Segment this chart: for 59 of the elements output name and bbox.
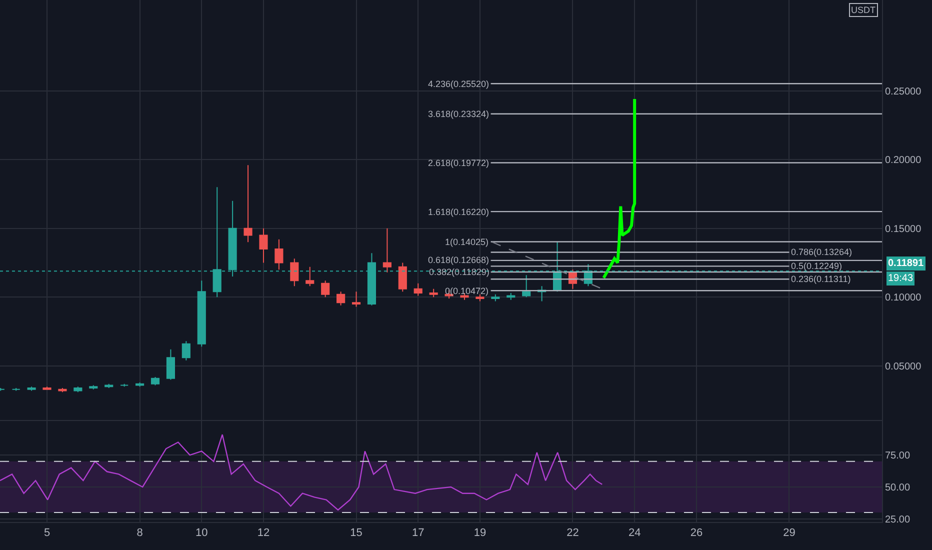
candlestick [398,262,407,292]
candlestick [274,238,284,270]
x-tick-label: 8 [136,527,143,540]
annotation: USDT [851,5,876,15]
x-tick-label: 24 [628,527,641,540]
series-label: 0(0.10472) [445,286,489,296]
line-series [0,434,603,511]
candlestick [290,258,299,287]
candlestick [182,340,190,361]
candlestick [197,280,206,348]
x-tick-label: 22 [566,527,579,540]
candlestick [522,274,531,298]
text: 19:43 [888,273,914,284]
series-label: 0.5(0.12249) [791,261,842,271]
y-tick-label: 0.10000 [885,292,922,304]
series-label: 3.618(0.23324) [428,109,490,119]
candlestick [414,282,422,296]
candlestick [491,294,500,302]
candlestick [352,291,361,308]
series-label: 0.382(0.11829) [429,267,490,277]
y-tick-label: 0.15000 [885,224,922,235]
y-tick-label: 0.05000 [885,361,922,372]
x-tick-label: 26 [690,527,703,540]
candlestick [306,266,314,287]
x-tick-label: 15 [350,527,362,540]
candlestick [244,164,252,243]
series-label: 4.236(0.25520) [428,79,490,89]
x-tick-label: 19 [474,527,486,540]
x-tick-label: 5 [44,527,50,540]
series-label: 0.236(0.11311) [791,274,851,284]
line-series [602,98,636,280]
x-tick-label: 17 [412,527,424,540]
y-tick-label: 0.20000 [885,155,922,166]
candlestick [259,228,268,264]
candlestick [104,383,114,388]
candlestick [150,376,160,386]
y-tick-label: 75.00 [885,450,910,462]
y-tick-label: 0.25000 [885,86,922,98]
candlestick [382,228,392,273]
y-tick-label: 25.00 [885,514,910,526]
candlestick [120,383,129,388]
candlestick [27,386,36,392]
x-tick-label: 29 [783,527,796,540]
candlestick [89,384,98,390]
series-label: 2.618(0.19772) [428,158,490,168]
y-tick-label: 50.00 [885,482,910,494]
x-tick-label: 12 [257,527,270,540]
candlestick [42,386,52,390]
ref-line-label: 0.11891 [888,258,924,269]
x-tick-label: 10 [196,527,208,540]
series-label: 0.618(0.12668) [428,255,490,265]
candlestick [429,288,438,298]
candlestick [321,280,330,298]
series-label: 1.618(0.16220) [428,207,490,217]
candlestick [336,291,346,306]
candlestick [166,348,175,380]
candlestick [12,387,20,392]
series-label: 1(0.14025) [445,237,489,247]
series-label: 0.786(0.13264) [791,247,852,257]
